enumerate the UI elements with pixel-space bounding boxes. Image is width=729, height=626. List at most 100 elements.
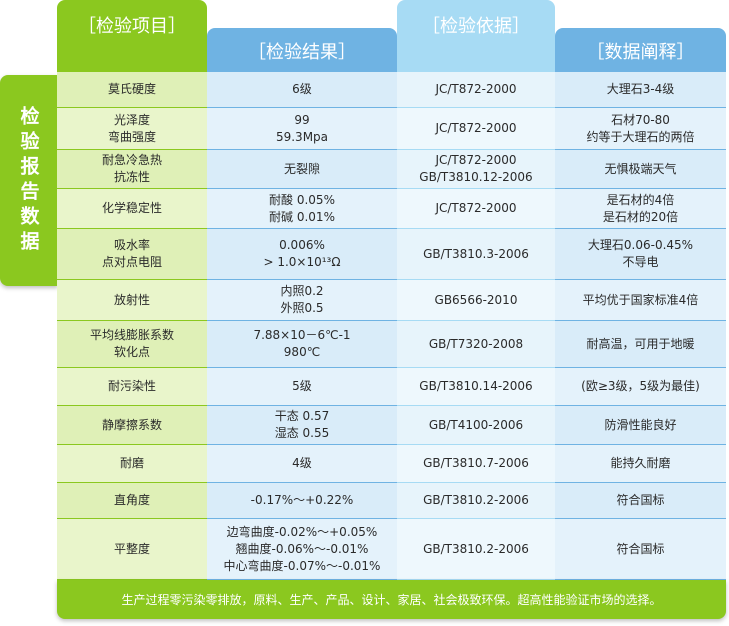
cell-item-line: 平均线膨胀系数 [89, 328, 174, 342]
cell-basis: GB/T3810.2-2006 [397, 483, 555, 518]
cell-explain: 大理石3-4级 [555, 72, 726, 107]
cell-item: 光泽度 弯曲强度 [57, 108, 207, 149]
cell-item: 平均线膨胀系数 软化点 [57, 321, 207, 367]
cell-item: 直角度 [57, 483, 207, 518]
cell-basis: GB6566-2010 [397, 280, 555, 320]
cell-item-line: 抗冻性 [113, 170, 150, 184]
cell-basis: GB/T3810.7-2006 [397, 445, 555, 482]
cell-result: -0.17%～+0.22% [207, 483, 397, 518]
footer-text: 生产过程零污染零排放，原料、生产、产品、设计、家居、社会极致环保。超高性能验证市… [121, 593, 662, 607]
cell-result: 内照0.2 外照0.5 [207, 280, 397, 320]
cell-result-line: 中心弯曲度-0.07%～-0.01% [223, 558, 381, 573]
cell-result-line: 4级 [292, 456, 312, 470]
cell-item: 放射性 [57, 280, 207, 320]
cell-item-line: 点对点电阻 [101, 255, 162, 269]
cell-result-line: 无裂隙 [283, 161, 320, 176]
cell-explain: 耐高温，可用于地暖 [555, 321, 726, 367]
cell-basis: GB/T4100-2006 [397, 406, 555, 444]
cell-result-line: 耐碱 0.01% [269, 209, 335, 224]
cell-explain: 平均优于国家标准4倍 [555, 280, 726, 320]
cell-explain: 是石材的4倍 是石材的20倍 [555, 189, 726, 228]
cell-basis: JC/T872-2000 [397, 108, 555, 149]
cell-result-line: > 1.0×10¹³Ω [263, 255, 341, 269]
cell-result-line: 湿态 0.55 [274, 426, 330, 440]
header-basis: ［检验依据］ [422, 16, 530, 37]
table-row: 静摩擦系数 干态 0.57 湿态 0.55 GB/T4100-2006 防滑性能良好 [57, 406, 726, 444]
cell-item-line: 耐污染性 [107, 379, 156, 393]
cell-result: 5级 [207, 368, 397, 405]
cell-explain-line: 不导电 [622, 255, 659, 269]
cell-explain-line: 平均优于国家标准4倍 [582, 292, 699, 307]
cell-item: 吸水率 点对点电阻 [57, 229, 207, 279]
cell-result-line: 翘曲度-0.06%～-0.01% [235, 541, 369, 556]
cell-item-line: 化学稳定性 [101, 201, 162, 215]
cell-basis-line: JC/T872-2000 [435, 121, 517, 135]
cell-basis-line: GB/T3810.2-2006 [423, 493, 529, 507]
cell-basis-line: GB/T3810.2-2006 [423, 541, 529, 556]
cell-basis-line: JC/T872-2000 [435, 201, 517, 215]
cell-result-line: 耐酸 0.05% [269, 192, 335, 207]
cell-basis-line: GB/T3810.3-2006 [423, 246, 529, 261]
cell-basis: GB/T7320-2008 [397, 321, 555, 367]
cell-item-line: 弯曲强度 [107, 129, 156, 144]
cell-item-line: 软化点 [113, 345, 150, 359]
cell-item-line: 平整度 [113, 541, 150, 556]
header-result: ［检验结果］ [248, 42, 356, 63]
cell-explain-line: 防滑性能良好 [604, 417, 677, 432]
table-row: 平整度 边弯曲度-0.02%～+0.05% 翘曲度-0.06%～-0.01% 中心弯曲… [57, 519, 726, 579]
header-explain: ［数据阐释］ [586, 42, 695, 63]
cell-explain-line: 符合国标 [616, 493, 665, 507]
cell-result: 耐酸 0.05% 耐碱 0.01% [207, 189, 397, 228]
side-label: 检验报告数据 [17, 105, 40, 256]
cell-explain-line: 是石材的20倍 [602, 209, 679, 224]
footer-banner: 生产过程零污染零排放，原料、生产、产品、设计、家居、社会极致环保。超高性能验证市… [57, 580, 726, 619]
cell-result-line: 6级 [292, 82, 312, 96]
cell-item: 静摩擦系数 [57, 406, 207, 444]
cell-explain: 大理石0.06-0.45% 不导电 [555, 229, 726, 279]
table-row: 平均线膨胀系数 软化点 7.88×10－6℃-1 980℃ GB/T7320-2008 耐… [57, 321, 726, 367]
cell-item-line: 耐磨 [119, 456, 144, 470]
cell-explain-line: 大理石3-4级 [606, 82, 675, 96]
cell-explain: 石材70-80 约等于大理石的两倍 [555, 108, 726, 149]
cell-item-line: 吸水率 [113, 238, 150, 252]
cell-explain: 符合国标 [555, 519, 726, 579]
cell-item: 耐磨 [57, 445, 207, 482]
cell-explain-line: (欧≥3级，5级为最佳) [581, 379, 700, 393]
table-row: 直角度 -0.17%～+0.22% GB/T3810.2-2006 符合国标 [57, 483, 726, 518]
cell-item: 耐急冷急热 抗冻性 [57, 150, 207, 188]
cell-explain-line: 无惧极端天气 [604, 161, 677, 176]
cell-result: 无裂隙 [207, 150, 397, 188]
cell-basis-line: GB/T4100-2006 [428, 417, 524, 432]
cell-explain-line: 大理石0.06-0.45% [587, 238, 694, 252]
cell-explain: 符合国标 [555, 483, 726, 518]
cell-result-line: 5级 [292, 379, 312, 393]
cell-basis-line: JC/T872-2000 [435, 82, 517, 96]
cell-result-line: 59.3Mpa [275, 129, 329, 144]
cell-result: 7.88×10－6℃-1 980℃ [207, 321, 397, 367]
cell-item-line: 耐急冷急热 [101, 153, 162, 167]
cell-explain-line: 耐高温，可用于地暖 [586, 336, 695, 351]
cell-basis-line: JC/T872-2000 [435, 153, 517, 167]
cell-item-line: 放射性 [113, 292, 150, 307]
cell-result: 99 59.3Mpa [207, 108, 397, 149]
cell-result: 干态 0.57 湿态 0.55 [207, 406, 397, 444]
table-row: 耐磨 4级 GB/T3810.7-2006 能持久耐磨 [57, 445, 726, 482]
table-row: 放射性 内照0.2 外照0.5 GB6566-2010 平均优于国家标准4倍 [57, 280, 726, 320]
cell-basis: JC/T872-2000 [397, 189, 555, 228]
cell-explain-line: 能持久耐磨 [610, 456, 671, 470]
cell-basis-line: GB/T7320-2008 [428, 336, 524, 351]
cell-basis: GB/T3810.2-2006 [397, 519, 555, 579]
cell-basis-line: GB/T3810.14-2006 [419, 379, 533, 393]
header-item: ［检验项目］ [78, 16, 186, 37]
cell-basis-line: GB/T3810.7-2006 [423, 456, 529, 470]
cell-basis: GB/T3810.14-2006 [397, 368, 555, 405]
cell-item: 耐污染性 [57, 368, 207, 405]
table-row: 吸水率 点对点电阻 0.006% > 1.0×10¹³Ω GB/T3810.3-2006… [57, 229, 726, 279]
cell-basis: JC/T872-2000 [397, 72, 555, 107]
table-row: 耐急冷急热抗冻性 无裂隙 JC/T872-2000 GB/T3810.12-2006 无… [57, 150, 726, 188]
table-row: 莫氏硬度 6级 JC/T872-2000 大理石3-4级 [57, 72, 726, 107]
cell-result-line: 干态 0.57 [274, 409, 330, 423]
cell-basis-line: GB/T3810.12-2006 [419, 170, 533, 184]
cell-item: 莫氏硬度 [57, 72, 207, 107]
cell-explain: (欧≥3级，5级为最佳) [555, 368, 726, 405]
